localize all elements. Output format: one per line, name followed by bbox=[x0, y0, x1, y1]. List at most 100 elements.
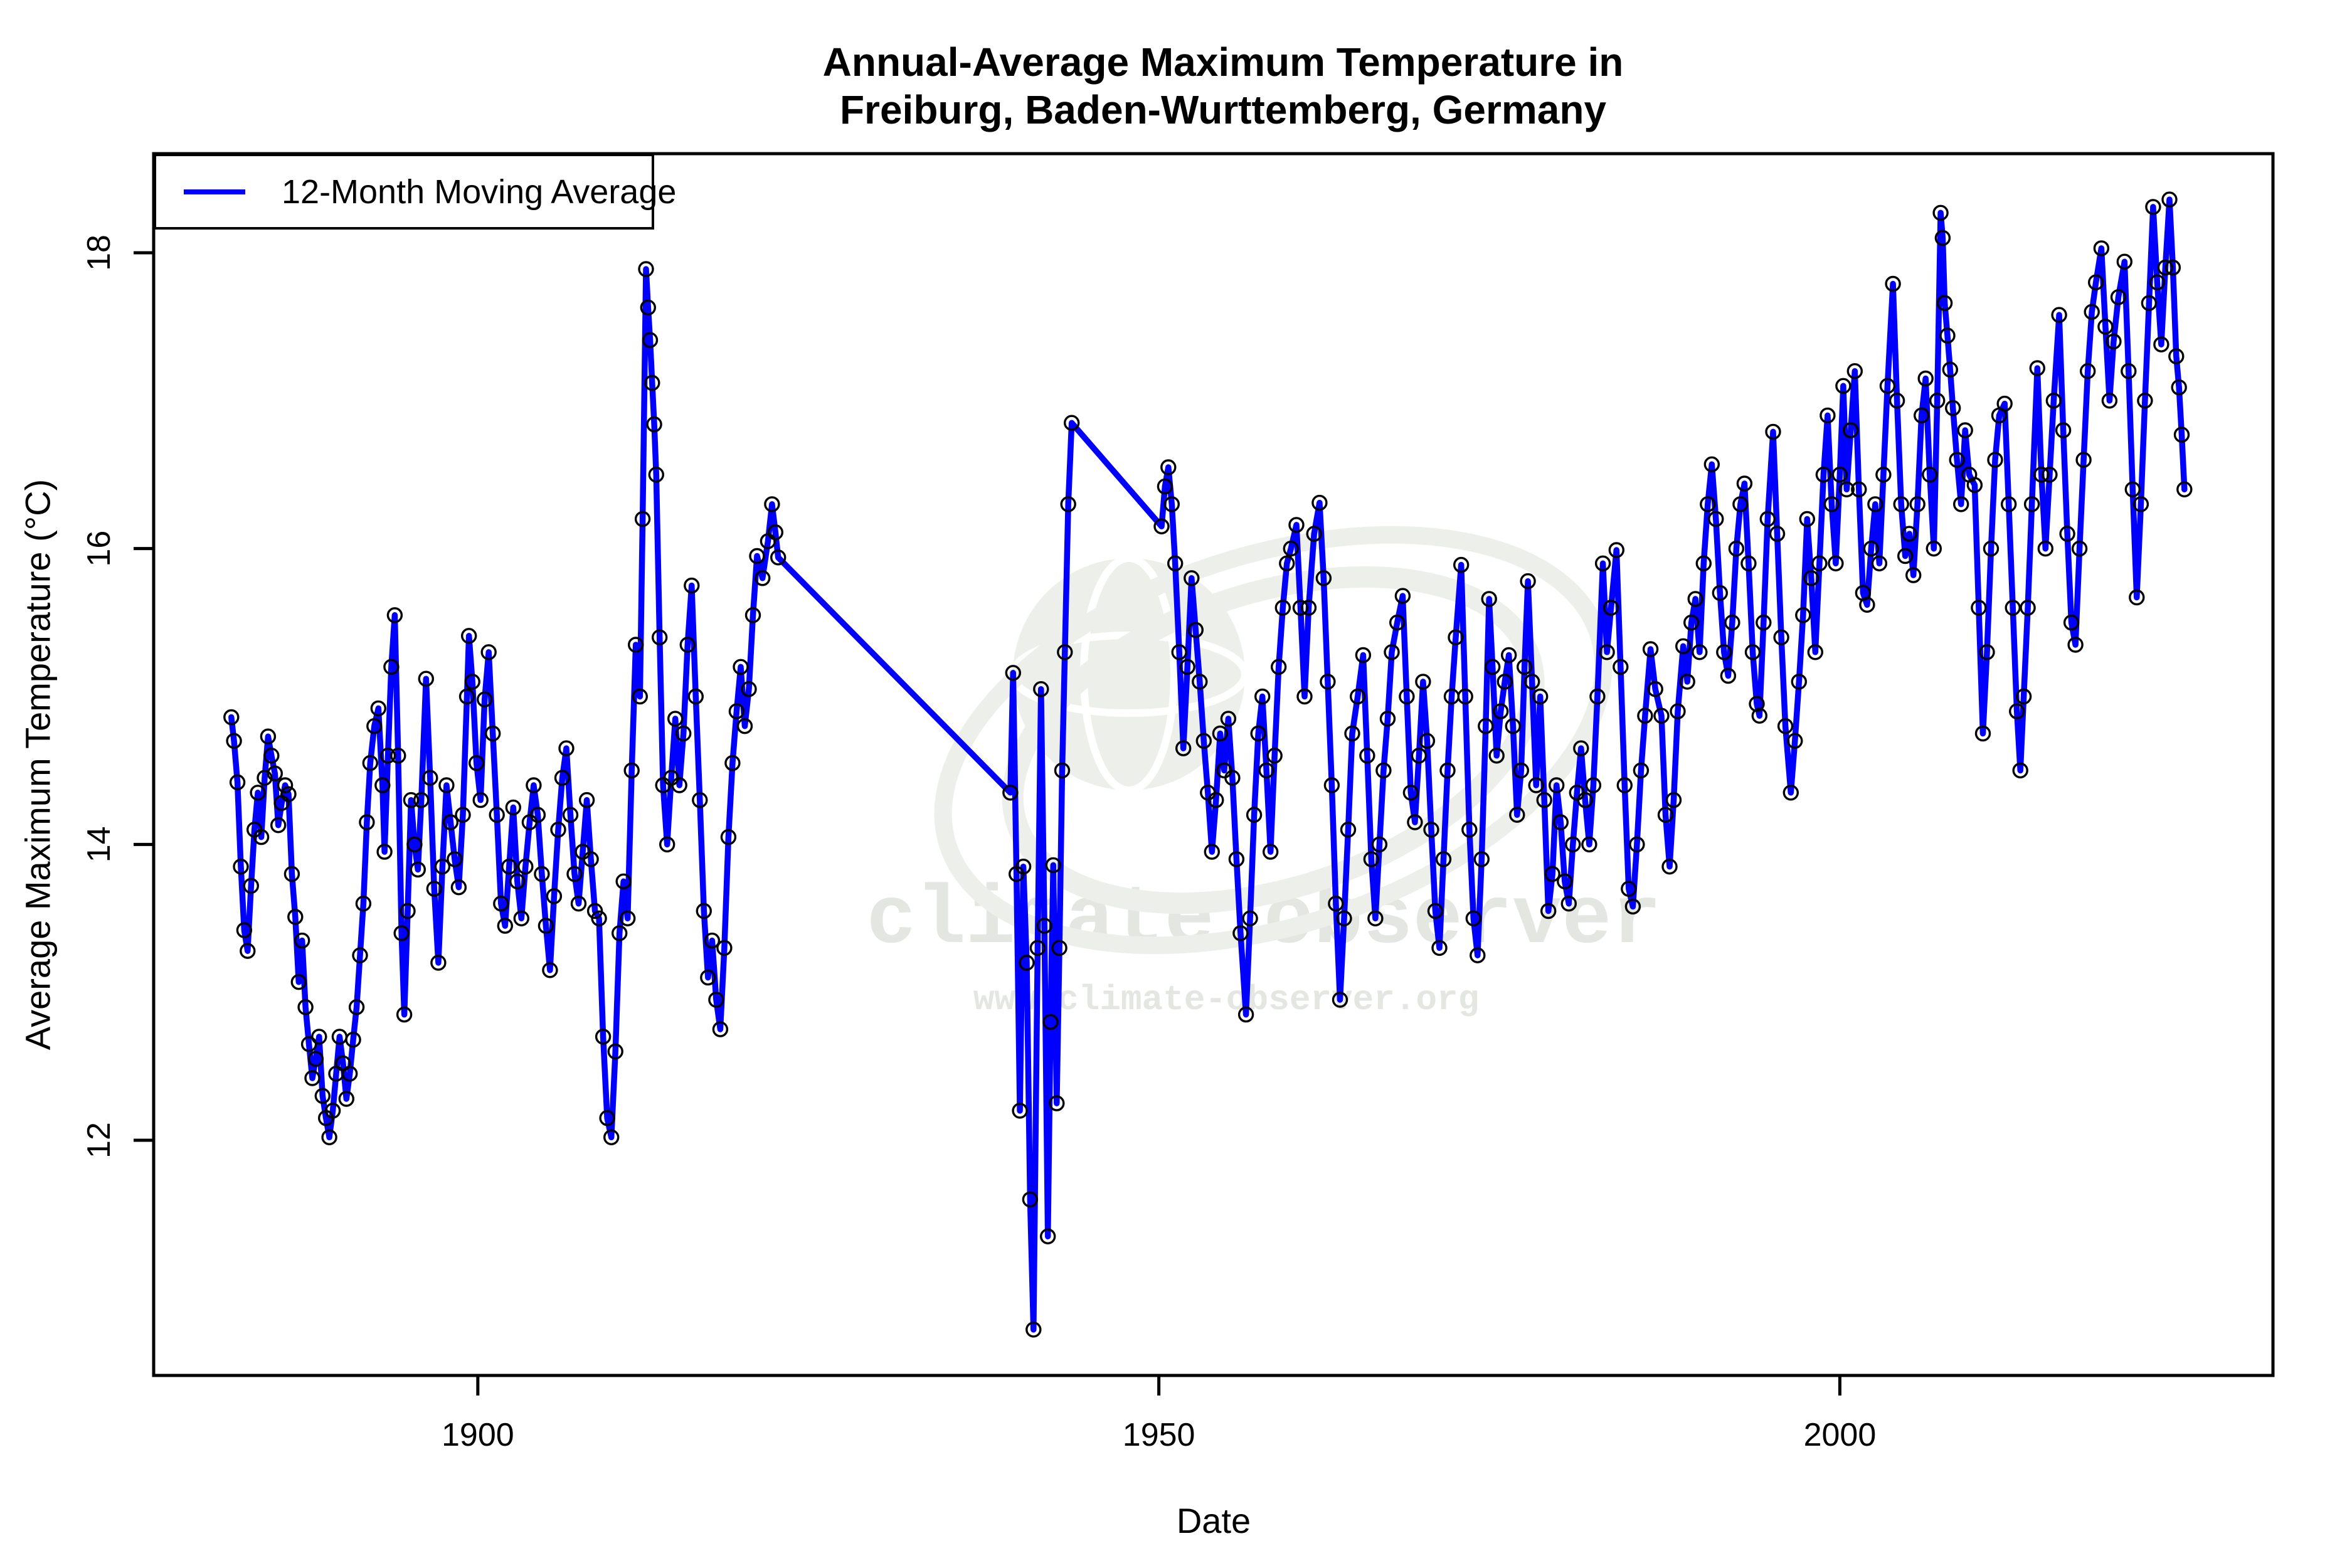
data-point-marker bbox=[1029, 940, 1046, 956]
data-point-marker bbox=[489, 807, 505, 823]
data-point-marker bbox=[720, 829, 737, 845]
data-point-marker bbox=[461, 628, 477, 644]
data-point-marker bbox=[1175, 740, 1192, 756]
data-point-marker bbox=[1448, 629, 1464, 645]
data-point-marker bbox=[359, 814, 375, 830]
data-point-marker bbox=[744, 607, 761, 623]
data-point-marker bbox=[1254, 688, 1271, 705]
legend-label: 12-Month Moving Average bbox=[282, 172, 677, 211]
data-point-marker bbox=[1163, 496, 1180, 512]
x-tick-label: 1950 bbox=[1123, 1417, 1195, 1453]
data-point-marker bbox=[632, 688, 648, 705]
data-point-marker bbox=[578, 792, 595, 808]
data-point-marker bbox=[1427, 903, 1444, 919]
data-point-marker bbox=[233, 858, 249, 875]
data-point-marker bbox=[728, 703, 745, 719]
data-point-marker bbox=[1939, 327, 1956, 344]
y-tick-label: 18 bbox=[81, 235, 117, 271]
data-point-marker bbox=[2176, 481, 2193, 497]
data-point-marker bbox=[1179, 659, 1195, 675]
data-point-marker bbox=[236, 922, 253, 938]
data-point-marker bbox=[2015, 688, 2032, 705]
data-point-marker bbox=[1473, 851, 1490, 867]
data-point-marker bbox=[741, 681, 757, 697]
data-point-marker bbox=[724, 755, 741, 771]
data-point-marker bbox=[1042, 1014, 1059, 1030]
data-point-marker bbox=[1488, 748, 1505, 764]
data-point-marker bbox=[1744, 644, 1761, 660]
data-point-marker bbox=[1751, 707, 1768, 724]
data-point-marker bbox=[2067, 637, 2084, 653]
data-point-marker bbox=[612, 925, 628, 941]
data-point-marker bbox=[1496, 674, 1513, 690]
data-point-marker bbox=[1871, 555, 1888, 571]
data-point-marker bbox=[243, 877, 259, 894]
data-point-marker bbox=[1624, 898, 1641, 915]
data-point-marker bbox=[1532, 688, 1549, 705]
data-point-marker bbox=[1879, 378, 1896, 394]
data-point-marker bbox=[1355, 647, 1372, 664]
data-point-marker bbox=[1637, 707, 1653, 724]
y-axis-title: Average Maximum Temperature (°C) bbox=[18, 479, 58, 1051]
data-point-marker bbox=[1394, 588, 1411, 604]
data-point-marker bbox=[1905, 567, 1922, 583]
data-point-marker bbox=[2023, 496, 2040, 512]
data-point-marker bbox=[2141, 295, 2158, 311]
data-point-marker bbox=[550, 822, 566, 838]
data-point-marker bbox=[1885, 275, 1901, 292]
data-point-marker bbox=[280, 786, 297, 802]
data-point-marker bbox=[260, 728, 277, 744]
data-point-marker bbox=[1846, 363, 1863, 379]
data-point-marker bbox=[1224, 770, 1241, 786]
data-point-marker bbox=[2110, 289, 2127, 305]
data-point-marker bbox=[562, 807, 579, 823]
data-point-marker bbox=[542, 962, 558, 978]
data-point-marker bbox=[1585, 777, 1602, 793]
data-point-marker bbox=[1274, 600, 1291, 616]
data-point-marker bbox=[1266, 748, 1283, 764]
data-point-marker bbox=[2045, 393, 2062, 409]
data-point-marker bbox=[294, 932, 310, 949]
data-point-marker bbox=[1171, 644, 1187, 660]
data-point-marker bbox=[671, 777, 687, 793]
data-point-marker bbox=[1359, 748, 1375, 764]
data-point-marker bbox=[1184, 570, 1200, 586]
data-point-marker bbox=[2087, 274, 2104, 290]
data-point-marker bbox=[623, 762, 640, 779]
data-point-marker bbox=[2037, 541, 2054, 557]
data-point-marker bbox=[1246, 807, 1263, 823]
data-point-marker bbox=[2106, 333, 2122, 350]
data-point-marker bbox=[1153, 518, 1170, 534]
data-point-marker bbox=[1288, 517, 1305, 533]
data-point-marker bbox=[1439, 762, 1456, 779]
data-point-marker bbox=[379, 748, 396, 764]
data-point-marker bbox=[754, 570, 771, 586]
data-point-marker bbox=[1687, 591, 1703, 607]
data-point-marker bbox=[267, 765, 283, 781]
data-point-marker bbox=[229, 774, 246, 791]
data-point-marker bbox=[1901, 526, 1917, 542]
data-point-marker bbox=[687, 688, 704, 705]
plot-box bbox=[152, 152, 2275, 1377]
data-point-marker bbox=[1057, 644, 1073, 660]
data-point-marker bbox=[1936, 295, 1953, 311]
data-point-marker bbox=[374, 777, 391, 793]
data-point-marker bbox=[1828, 555, 1844, 571]
data-point-marker bbox=[648, 467, 665, 483]
data-point-marker bbox=[1716, 644, 1732, 660]
data-point-marker bbox=[1932, 204, 1949, 221]
data-point-marker bbox=[1402, 785, 1419, 801]
legend: 12-Month Moving Average bbox=[154, 154, 676, 230]
data-point-marker bbox=[314, 1088, 331, 1104]
data-point-marker bbox=[352, 947, 368, 963]
data-point-marker bbox=[1815, 467, 1832, 483]
data-point-marker bbox=[1909, 496, 1926, 512]
data-point-marker bbox=[370, 700, 386, 717]
data-point-marker bbox=[277, 777, 294, 793]
data-point-marker bbox=[342, 1066, 358, 1082]
data-point-marker bbox=[1544, 866, 1560, 882]
data-point-marker bbox=[287, 909, 304, 925]
data-point-marker bbox=[1242, 910, 1258, 927]
data-point-marker bbox=[1807, 644, 1824, 660]
